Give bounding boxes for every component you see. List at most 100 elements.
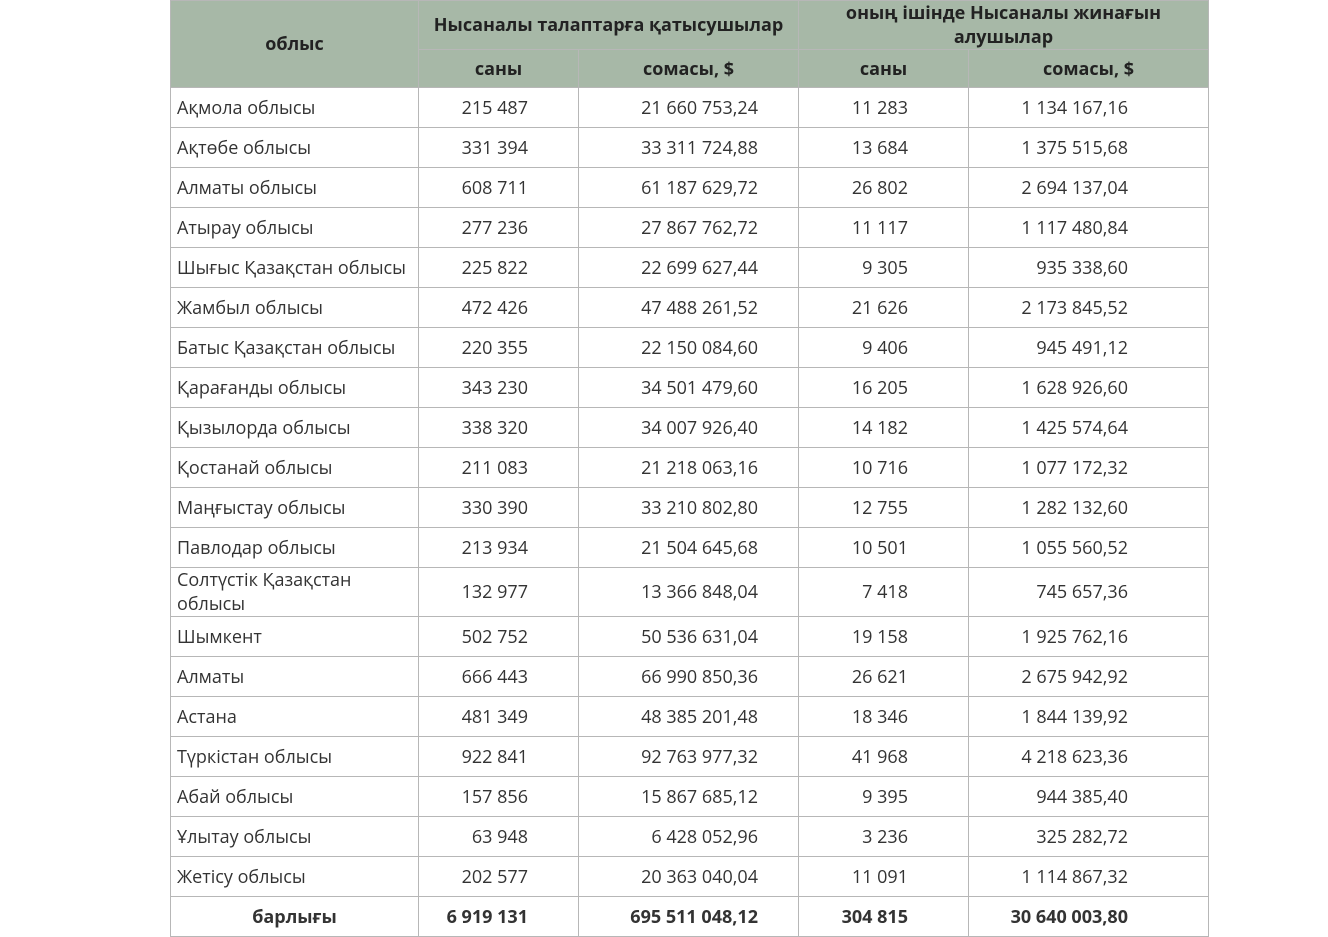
- cell-count1: 225 822: [419, 248, 579, 288]
- cell-count2: 10 716: [799, 448, 969, 488]
- table-row: Ұлытау облысы63 9486 428 052,963 236325 …: [171, 817, 1209, 857]
- table-row: Атырау облысы277 23627 867 762,7211 1171…: [171, 208, 1209, 248]
- cell-sum1: 15 867 685,12: [579, 777, 799, 817]
- cell-sum1: 21 218 063,16: [579, 448, 799, 488]
- cell-region: Алматы облысы: [171, 168, 419, 208]
- cell-count1: 330 390: [419, 488, 579, 528]
- cell-count2: 13 684: [799, 128, 969, 168]
- table-row: Алматы облысы608 71161 187 629,7226 8022…: [171, 168, 1209, 208]
- col-header-count1: саны: [419, 50, 579, 88]
- cell-sum1: 47 488 261,52: [579, 288, 799, 328]
- cell-sum2: 944 385,40: [969, 777, 1209, 817]
- cell-sum1: 34 007 926,40: [579, 408, 799, 448]
- cell-count2: 7 418: [799, 568, 969, 617]
- cell-region: Жамбыл облысы: [171, 288, 419, 328]
- cell-count1: 922 841: [419, 737, 579, 777]
- cell-count1: 338 320: [419, 408, 579, 448]
- cell-count2: 9 305: [799, 248, 969, 288]
- cell-sum2: 2 173 845,52: [969, 288, 1209, 328]
- cell-sum2: 4 218 623,36: [969, 737, 1209, 777]
- table-row: Қарағанды облысы343 23034 501 479,6016 2…: [171, 368, 1209, 408]
- cell-sum2: 935 338,60: [969, 248, 1209, 288]
- cell-sum1: 13 366 848,04: [579, 568, 799, 617]
- cell-count1: 277 236: [419, 208, 579, 248]
- cell-sum2: 2 675 942,92: [969, 657, 1209, 697]
- cell-region: Жетісу облысы: [171, 857, 419, 897]
- table-row: Астана481 34948 385 201,4818 3461 844 13…: [171, 697, 1209, 737]
- cell-count2: 14 182: [799, 408, 969, 448]
- cell-count1: 211 083: [419, 448, 579, 488]
- col-header-sum2: сомасы, $: [969, 50, 1209, 88]
- table-row: Түркістан облысы922 84192 763 977,3241 9…: [171, 737, 1209, 777]
- cell-count1: 63 948: [419, 817, 579, 857]
- cell-region: Шымкент: [171, 617, 419, 657]
- cell-count1: 608 711: [419, 168, 579, 208]
- cell-sum1: 92 763 977,32: [579, 737, 799, 777]
- table-row: Ақмола облысы215 48721 660 753,2411 2831…: [171, 88, 1209, 128]
- cell-sum2: 1 077 172,32: [969, 448, 1209, 488]
- cell-sum1: 21 504 645,68: [579, 528, 799, 568]
- cell-region: Солтүстік Қазақстан облысы: [171, 568, 419, 617]
- cell-count1: 132 977: [419, 568, 579, 617]
- cell-region: Түркістан облысы: [171, 737, 419, 777]
- table-row: Павлодар облысы213 93421 504 645,6810 50…: [171, 528, 1209, 568]
- cell-count2: 12 755: [799, 488, 969, 528]
- cell-sum2: 1 114 867,32: [969, 857, 1209, 897]
- table-row: Солтүстік Қазақстан облысы132 97713 366 …: [171, 568, 1209, 617]
- col-header-group1: Нысаналы талаптарға қатысушылар: [419, 1, 799, 50]
- cell-region: Абай облысы: [171, 777, 419, 817]
- cell-count1: 157 856: [419, 777, 579, 817]
- cell-sum1: 50 536 631,04: [579, 617, 799, 657]
- cell-total-sum2: 30 640 003,80: [969, 897, 1209, 937]
- cell-count2: 11 117: [799, 208, 969, 248]
- cell-sum2: 1 117 480,84: [969, 208, 1209, 248]
- regions-table: облыс Нысаналы талаптарға қатысушылар он…: [170, 0, 1209, 937]
- table-row-total: барлығы6 919 131695 511 048,12304 81530 …: [171, 897, 1209, 937]
- cell-total-label: барлығы: [171, 897, 419, 937]
- table-row: Маңғыстау облысы330 39033 210 802,8012 7…: [171, 488, 1209, 528]
- cell-sum1: 48 385 201,48: [579, 697, 799, 737]
- table-row: Ақтөбе облысы331 39433 311 724,8813 6841…: [171, 128, 1209, 168]
- cell-count2: 19 158: [799, 617, 969, 657]
- table-row: Жетісу облысы202 57720 363 040,0411 0911…: [171, 857, 1209, 897]
- cell-count2: 41 968: [799, 737, 969, 777]
- cell-total-count2: 304 815: [799, 897, 969, 937]
- cell-sum2: 1 375 515,68: [969, 128, 1209, 168]
- table-row: Қызылорда облысы338 32034 007 926,4014 1…: [171, 408, 1209, 448]
- table-body: Ақмола облысы215 48721 660 753,2411 2831…: [171, 88, 1209, 937]
- cell-count2: 3 236: [799, 817, 969, 857]
- cell-sum1: 27 867 762,72: [579, 208, 799, 248]
- cell-sum2: 1 844 139,92: [969, 697, 1209, 737]
- table-row: Абай облысы157 85615 867 685,129 395944 …: [171, 777, 1209, 817]
- cell-count2: 18 346: [799, 697, 969, 737]
- cell-region: Ақмола облысы: [171, 88, 419, 128]
- col-header-sum1: сомасы, $: [579, 50, 799, 88]
- cell-count2: 11 091: [799, 857, 969, 897]
- cell-sum2: 1 282 132,60: [969, 488, 1209, 528]
- cell-sum1: 61 187 629,72: [579, 168, 799, 208]
- cell-count2: 16 205: [799, 368, 969, 408]
- cell-count2: 9 395: [799, 777, 969, 817]
- cell-region: Маңғыстау облысы: [171, 488, 419, 528]
- cell-count1: 502 752: [419, 617, 579, 657]
- cell-sum2: 1 055 560,52: [969, 528, 1209, 568]
- col-header-region: облыс: [171, 1, 419, 88]
- cell-region: Астана: [171, 697, 419, 737]
- cell-sum1: 34 501 479,60: [579, 368, 799, 408]
- table-row: Шымкент502 75250 536 631,0419 1581 925 7…: [171, 617, 1209, 657]
- table-row: Алматы666 44366 990 850,3626 6212 675 94…: [171, 657, 1209, 697]
- cell-count1: 215 487: [419, 88, 579, 128]
- cell-count2: 26 802: [799, 168, 969, 208]
- cell-count1: 213 934: [419, 528, 579, 568]
- cell-region: Ақтөбе облысы: [171, 128, 419, 168]
- cell-sum2: 2 694 137,04: [969, 168, 1209, 208]
- cell-sum1: 20 363 040,04: [579, 857, 799, 897]
- table-row: Батыс Қазақстан облысы220 35522 150 084,…: [171, 328, 1209, 368]
- cell-region: Павлодар облысы: [171, 528, 419, 568]
- cell-count2: 26 621: [799, 657, 969, 697]
- cell-count1: 666 443: [419, 657, 579, 697]
- cell-sum2: 1 134 167,16: [969, 88, 1209, 128]
- cell-count2: 9 406: [799, 328, 969, 368]
- table-row: Қостанай облысы211 08321 218 063,1610 71…: [171, 448, 1209, 488]
- cell-region: Қызылорда облысы: [171, 408, 419, 448]
